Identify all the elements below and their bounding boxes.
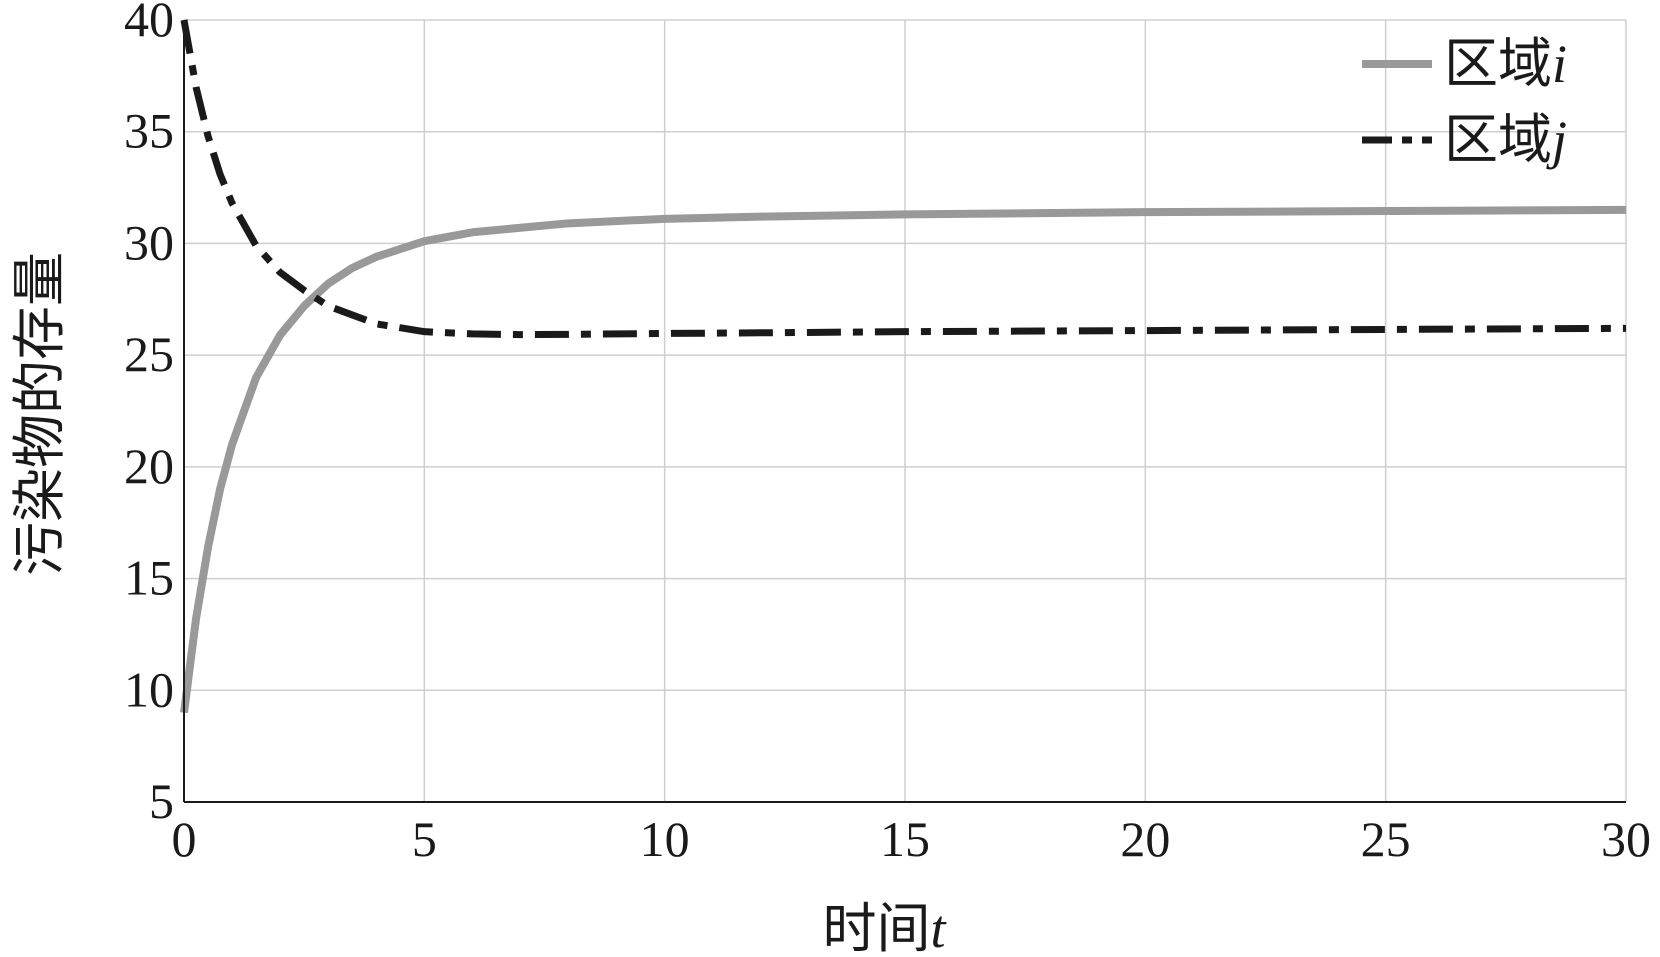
x-tick-label: 30 <box>1601 811 1651 867</box>
legend-label-j: 区域j <box>1444 108 1567 171</box>
y-axis-label: 污染物的存量 <box>8 252 71 576</box>
axes <box>183 20 1626 803</box>
grid-lines <box>183 19 1627 803</box>
x-axis-label: 时间t <box>822 897 947 957</box>
x-tick-label: 0 <box>172 811 197 867</box>
y-tick-label: 40 <box>124 0 174 47</box>
series-line-j <box>180 19 1627 339</box>
series-layer <box>180 19 1627 714</box>
x-tick-label: 10 <box>640 811 690 867</box>
x-tick-label: 15 <box>880 811 930 867</box>
y-tick-label: 5 <box>149 773 174 829</box>
x-tick-label: 25 <box>1361 811 1411 867</box>
y-tick-label: 20 <box>124 438 174 494</box>
legend: 区域i 区域j <box>1362 32 1567 171</box>
x-tick-label: 5 <box>412 811 437 867</box>
legend-label-i: 区域i <box>1444 32 1567 95</box>
y-tick-label: 15 <box>124 550 174 606</box>
y-tick-label: 30 <box>124 214 174 270</box>
y-tick-label: 35 <box>124 103 174 159</box>
x-tick-label: 20 <box>1120 811 1170 867</box>
series-line-i <box>180 205 1627 714</box>
y-tick-label: 10 <box>124 661 174 717</box>
y-tick-label: 25 <box>124 326 174 382</box>
